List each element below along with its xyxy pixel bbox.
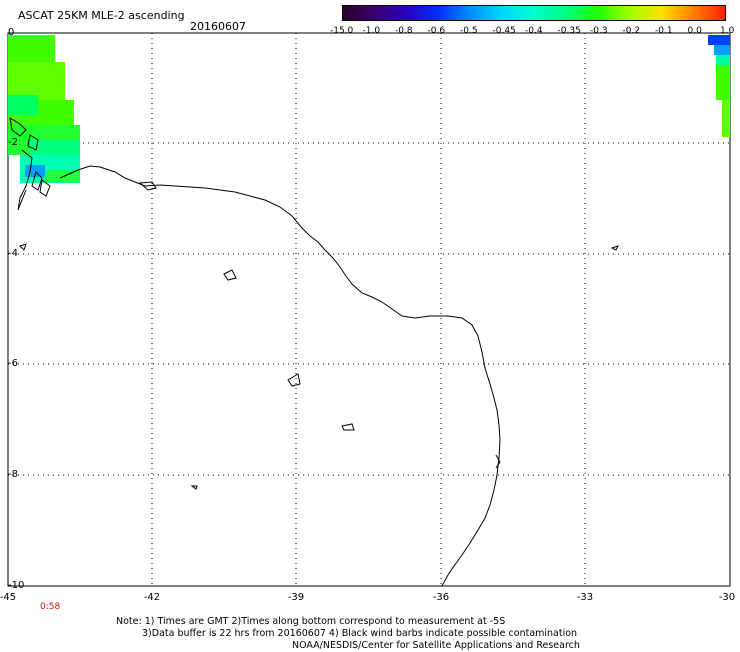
- pass-time-label: 0:58: [40, 602, 61, 612]
- coastline-south-america: [59, 165, 501, 587]
- colorbar-tick-label: 0.0: [687, 26, 702, 36]
- x-tick-label: -42: [143, 592, 161, 603]
- product-date: 20160607: [190, 20, 246, 33]
- x-tick-label: -36: [432, 592, 450, 603]
- graticule: [8, 33, 730, 586]
- map-frame: [7, 32, 731, 587]
- colorbar-tick-label: -0.4: [525, 26, 543, 36]
- y-tick-label: 0: [8, 27, 15, 38]
- colorbar-tick-label: -1.0: [362, 26, 381, 36]
- colorbar-tick-label: -0.6: [427, 26, 446, 36]
- x-tick-label: -30: [718, 592, 736, 603]
- note-line-1: Note: 1) Times are GMT 2)Times along bot…: [116, 616, 506, 627]
- wind-swath-right: [708, 35, 730, 137]
- colorbar: [342, 5, 726, 21]
- colorbar-tick-label: 1.0: [720, 26, 735, 36]
- colorbar-tick-label: -0.5: [460, 26, 478, 36]
- y-tick-label: -2: [8, 137, 18, 148]
- colorbar-tick-label: -0.2: [622, 26, 641, 36]
- colorbar-tick-label: -0.3: [590, 26, 608, 36]
- x-tick-label: -45: [0, 592, 17, 603]
- x-tick-label: -33: [576, 592, 594, 603]
- x-tick-label: -39: [287, 592, 305, 603]
- note-line-3: NOAA/NESDIS/Center for Satellite Applica…: [292, 640, 580, 651]
- y-tick-label: -6: [8, 358, 18, 369]
- colorbar-labels: -15.0 -1.0 -0.8 -0.6 -0.5 -0.45 -0.4 -0.35 -0.3 -…: [330, 26, 735, 38]
- colorbar-gradient: [343, 6, 725, 20]
- product-title: ASCAT 25KM MLE-2 ascending: [18, 9, 185, 22]
- islands: [9, 117, 619, 490]
- colorbar-tick-label: -0.1: [655, 26, 673, 36]
- colorbar-tick-label: -15.0: [330, 26, 354, 36]
- y-tick-label: -8: [8, 469, 18, 480]
- colorbar-tick-label: -0.8: [395, 26, 413, 36]
- colorbar-tick-label: -0.35: [557, 26, 581, 36]
- y-tick-label: -10: [8, 580, 25, 591]
- note-line-2: 3)Data buffer is 22 hrs from 20160607 4)…: [142, 628, 578, 639]
- wind-swath-left: [8, 35, 80, 183]
- colorbar-tick-label: -0.45: [492, 26, 516, 36]
- y-tick-label: -4: [8, 248, 18, 259]
